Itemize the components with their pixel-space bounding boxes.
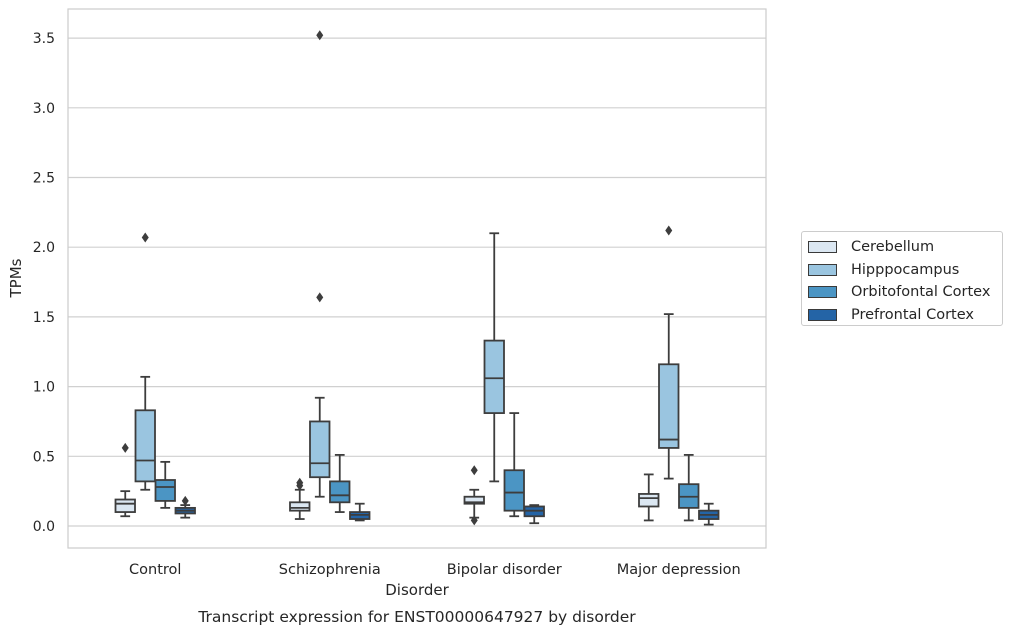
box xyxy=(289,477,311,520)
y-tick-label: 3.0 xyxy=(33,101,55,117)
x-tick-label: Schizophrenia xyxy=(279,562,381,578)
box-iqr xyxy=(463,495,485,505)
box xyxy=(658,225,680,480)
y-tick-labels: 0.0 0.5 1.0 1.5 2.0 2.5 3.0 3.5 xyxy=(33,31,55,535)
outlier-point xyxy=(181,495,189,506)
box xyxy=(114,442,136,518)
boxes xyxy=(114,30,720,526)
box-iqr xyxy=(638,493,660,508)
box xyxy=(154,460,176,509)
box-iqr xyxy=(289,501,311,512)
box xyxy=(503,412,525,518)
box xyxy=(638,473,660,522)
box xyxy=(174,495,196,519)
legend-label: Hipppocampus xyxy=(851,261,960,278)
x-tick-label: Control xyxy=(129,562,181,578)
box-iqr xyxy=(483,339,505,414)
box xyxy=(309,30,331,498)
legend-swatch xyxy=(808,286,837,299)
y-tick-label: 0.5 xyxy=(33,449,55,465)
x-tick-label: Major depression xyxy=(617,562,741,578)
outlier-point xyxy=(470,465,478,476)
box xyxy=(523,504,545,525)
box-iqr xyxy=(134,409,156,483)
x-tick-label: Bipolar disorder xyxy=(447,562,562,578)
box xyxy=(329,454,351,513)
chart-caption: Transcript expression for ENST0000064792… xyxy=(197,608,636,626)
box xyxy=(698,502,720,526)
box xyxy=(483,232,505,483)
box-iqr xyxy=(503,469,525,512)
y-tick-label: 1.5 xyxy=(33,310,55,326)
outlier-point xyxy=(316,292,324,303)
x-tick-labels: Control Schizophrenia Bipolar disorder Majo… xyxy=(129,562,741,578)
y-tick-label: 3.5 xyxy=(33,31,55,47)
box xyxy=(349,502,371,522)
legend-label: Orbitofontal Cortex xyxy=(851,284,991,301)
box-iqr xyxy=(309,420,331,479)
legend-item: Prefrontal Cortex xyxy=(808,304,1002,327)
plot-frame xyxy=(67,8,767,549)
legend-label: Cerebellum xyxy=(851,239,935,256)
legend-item: Hipppocampus xyxy=(808,259,1002,282)
y-axis-label: TPMs xyxy=(7,258,25,298)
legend-label: Prefrontal Cortex xyxy=(851,307,974,324)
outlier-point xyxy=(665,225,673,236)
y-tick-label: 1.0 xyxy=(33,380,55,396)
outlier-point xyxy=(296,477,304,488)
y-tick-label: 2.0 xyxy=(33,240,55,256)
box xyxy=(463,465,485,526)
outlier-point xyxy=(121,442,129,453)
box-iqr xyxy=(329,480,351,504)
legend-item: Orbitofontal Cortex xyxy=(808,281,1002,304)
box-iqr xyxy=(658,363,680,449)
box xyxy=(678,454,700,522)
legend-swatch xyxy=(808,241,837,254)
legend-item: Cerebellum xyxy=(808,236,1002,259)
y-tick-label: 0.0 xyxy=(33,519,55,535)
box-iqr xyxy=(154,479,176,502)
legend-swatch xyxy=(808,309,837,322)
box-iqr xyxy=(114,498,136,513)
box xyxy=(134,232,156,491)
grid-lines xyxy=(68,37,766,527)
y-tick-label: 2.5 xyxy=(33,171,55,187)
outlier-point xyxy=(141,232,149,243)
legend-swatch xyxy=(808,263,837,276)
legend: Cerebellum Hipppocampus Orbitofontal Cor… xyxy=(801,231,1003,326)
x-axis-label: Disorder xyxy=(385,581,449,599)
outlier-point xyxy=(316,30,324,41)
outlier-point xyxy=(470,515,478,526)
